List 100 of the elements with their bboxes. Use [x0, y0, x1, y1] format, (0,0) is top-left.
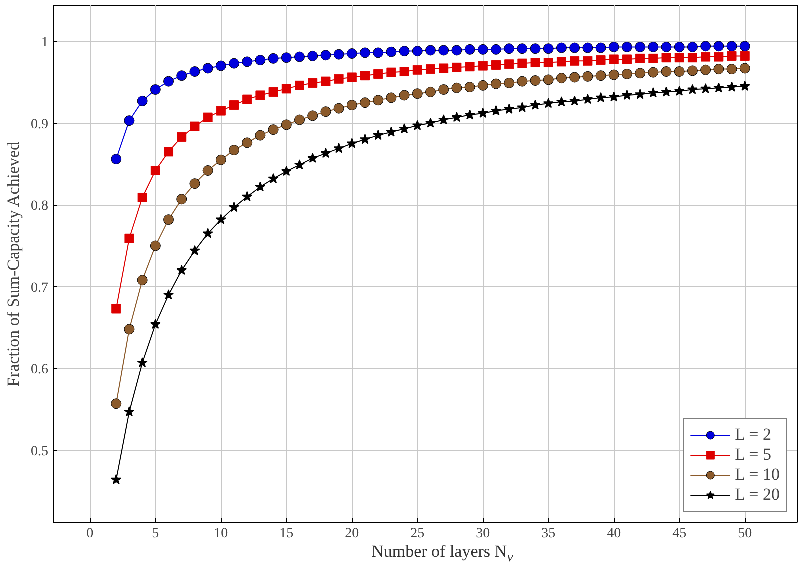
point — [478, 44, 488, 55]
point — [202, 63, 214, 74]
point — [320, 106, 332, 118]
point — [111, 398, 122, 410]
point — [386, 92, 397, 104]
point — [464, 44, 476, 55]
point — [242, 56, 253, 68]
point — [635, 89, 646, 100]
point — [111, 154, 122, 165]
point — [124, 234, 134, 244]
point — [412, 65, 422, 75]
point — [700, 83, 712, 94]
point — [242, 94, 252, 104]
point — [543, 98, 554, 108]
point — [726, 41, 738, 52]
point — [164, 147, 174, 157]
point — [491, 60, 501, 70]
point — [321, 76, 331, 86]
point — [412, 120, 423, 130]
point — [740, 80, 750, 92]
point — [230, 100, 240, 110]
legend-label: L = 5 — [735, 445, 772, 465]
point — [517, 76, 528, 87]
point — [714, 64, 724, 75]
point — [176, 70, 188, 82]
point — [636, 54, 646, 64]
point — [452, 112, 462, 122]
point — [635, 68, 646, 79]
point — [438, 45, 450, 56]
point — [530, 44, 541, 54]
point — [202, 228, 214, 238]
x-tick-label: 30 — [476, 526, 490, 542]
point — [570, 56, 580, 66]
point — [714, 52, 724, 62]
point — [464, 110, 476, 120]
point — [504, 44, 515, 54]
point — [504, 104, 515, 114]
point — [478, 80, 488, 91]
point — [320, 50, 332, 61]
point — [452, 62, 462, 72]
point — [465, 62, 475, 72]
point — [701, 52, 711, 62]
point — [360, 71, 370, 81]
y-axis-title: Fraction of Sum-Capacity Achieved — [4, 141, 23, 387]
point — [412, 46, 423, 57]
point — [570, 42, 580, 54]
y-tick-label: 0.7 — [31, 280, 48, 296]
point — [176, 265, 188, 276]
point — [478, 108, 488, 118]
point — [177, 132, 187, 142]
point — [674, 66, 685, 77]
point — [190, 178, 200, 190]
point — [281, 52, 292, 64]
point — [412, 88, 423, 100]
point — [347, 72, 357, 82]
y-tick-label: 0.8 — [31, 199, 48, 214]
point — [438, 114, 450, 125]
point — [346, 138, 358, 148]
point — [530, 76, 541, 86]
point — [740, 63, 750, 74]
legend-label: L = 10 — [735, 465, 780, 485]
point — [622, 68, 632, 80]
point — [596, 70, 606, 82]
point — [661, 86, 672, 97]
point — [622, 54, 632, 64]
point — [740, 41, 750, 52]
y-tick-label: 0.5 — [31, 444, 48, 460]
point — [176, 194, 188, 205]
point — [294, 114, 306, 126]
point — [373, 95, 384, 106]
point — [608, 92, 620, 102]
point — [399, 90, 410, 101]
point — [150, 84, 161, 95]
point — [137, 357, 148, 368]
point — [504, 78, 515, 88]
point — [164, 76, 174, 87]
point — [360, 134, 370, 144]
point — [530, 58, 540, 68]
point — [216, 154, 226, 166]
point — [425, 86, 436, 98]
point — [150, 319, 161, 330]
point — [124, 116, 135, 126]
point — [190, 245, 200, 256]
point — [294, 160, 306, 170]
point — [373, 48, 384, 58]
point — [635, 42, 646, 52]
point — [400, 67, 410, 77]
point — [478, 61, 488, 71]
point — [570, 96, 580, 106]
point — [648, 54, 658, 64]
point — [124, 406, 135, 417]
point — [556, 57, 566, 67]
point — [608, 42, 620, 52]
point — [438, 84, 450, 95]
point — [229, 145, 240, 156]
point — [426, 64, 436, 74]
legend-label: L = 20 — [735, 485, 780, 505]
point — [596, 92, 606, 102]
point — [255, 182, 266, 192]
point — [425, 45, 436, 56]
